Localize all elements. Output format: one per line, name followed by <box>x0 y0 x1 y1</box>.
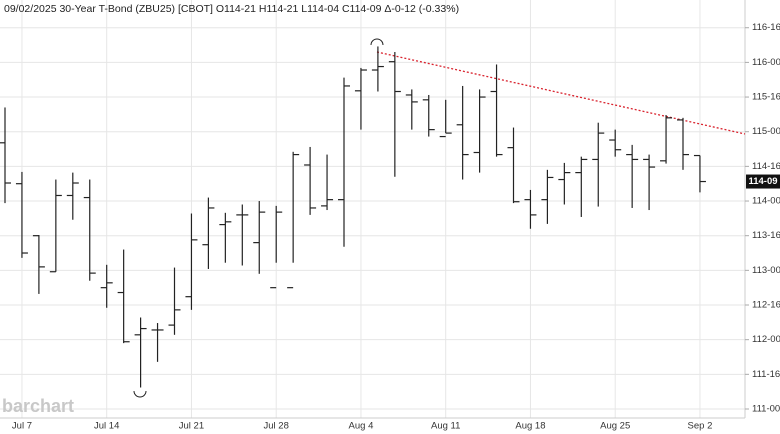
x-tick-label: Jul 21 <box>179 421 204 432</box>
x-tick-label: Aug 11 <box>431 421 460 432</box>
y-tick-label: 111-16 <box>752 369 780 380</box>
last-price-box <box>746 174 780 189</box>
y-tick-label: 116-16 <box>752 22 780 33</box>
low-marker <box>133 390 147 398</box>
last-price-label: 114-09 <box>748 176 777 187</box>
x-tick-label: Sep 2 <box>688 421 713 432</box>
x-tick-label: Aug 4 <box>349 421 374 432</box>
y-tick-label: 111-00 <box>752 404 780 415</box>
x-tick-label: Jul 7 <box>12 421 32 432</box>
x-tick-label: Aug 25 <box>600 421 630 432</box>
y-tick-label: 112-16 <box>752 300 780 311</box>
x-tick-label: Jul 14 <box>94 421 119 432</box>
y-tick-label: 112-00 <box>752 334 780 345</box>
y-tick-label: 114-00 <box>752 196 780 207</box>
watermark: barchart <box>2 396 74 416</box>
y-tick-label: 115-00 <box>752 126 780 137</box>
y-tick-label: 116-00 <box>752 57 780 68</box>
chart-title: 09/02/2025 30-Year T-Bond (ZBU25) [CBOT]… <box>4 3 459 15</box>
x-tick-label: Aug 18 <box>515 421 545 432</box>
y-tick-label: 113-00 <box>752 265 780 276</box>
x-tick-label: Jul 28 <box>264 421 289 432</box>
y-tick-label: 114-16 <box>752 161 780 172</box>
y-tick-label: 113-16 <box>752 230 780 241</box>
trendline <box>376 51 746 135</box>
bars: 111-00 111-16 112-00 112-16 113-00 113-16 114-… <box>0 22 780 432</box>
y-tick-label: 115-16 <box>752 92 780 103</box>
high-marker <box>370 38 384 46</box>
